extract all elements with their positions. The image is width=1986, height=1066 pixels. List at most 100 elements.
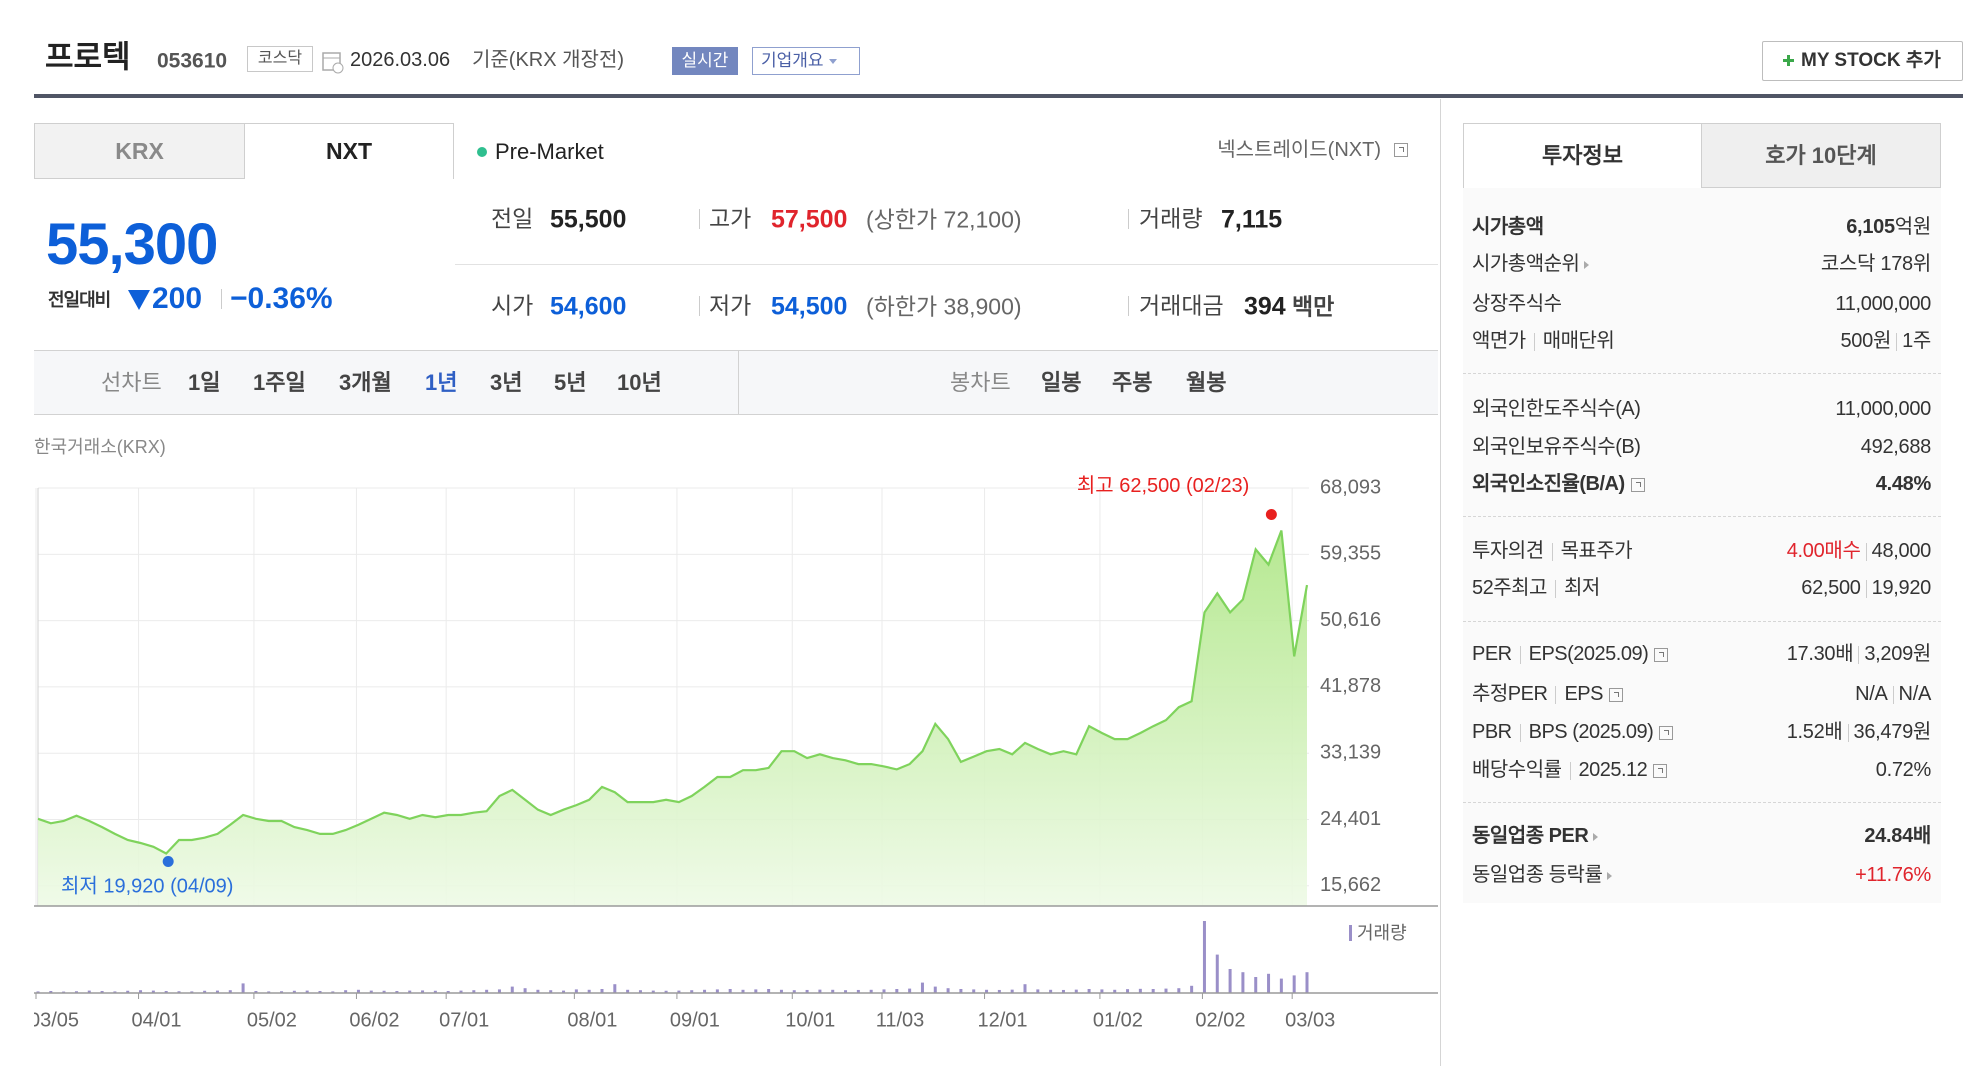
summary-value: 55,500: [550, 205, 627, 234]
period-tab[interactable]: 1일: [188, 370, 221, 395]
label-part: 외국인보유주식수(B): [1472, 436, 1641, 458]
help-icon[interactable]: [1608, 687, 1623, 702]
legend-swatch: [1349, 925, 1352, 941]
separator: [1533, 332, 1535, 351]
invest-panel: [1463, 187, 1941, 903]
volume-bar: [215, 990, 219, 993]
exchange-label: 한국거래소(KRX): [34, 437, 166, 457]
orderbook-tab[interactable]: 호가 10단계: [1701, 123, 1941, 188]
x-tick-label: 10/01: [785, 1009, 835, 1031]
krx-tab[interactable]: KRX: [34, 123, 245, 179]
y-tick-label: 15,662: [1320, 874, 1381, 896]
volume-bar: [728, 989, 732, 993]
invest-tab[interactable]: 투자정보: [1463, 123, 1702, 188]
summary-label: 거래량: [1139, 205, 1203, 232]
help-icon[interactable]: [1394, 143, 1408, 157]
value-part: 500원: [1840, 330, 1892, 352]
row-divider: [1463, 621, 1941, 622]
market-tag: 코스닥: [247, 46, 313, 72]
period-tab[interactable]: 5년: [554, 370, 587, 395]
row-value: 코스닥 178위: [1821, 254, 1931, 274]
label-part: 추정PER: [1472, 683, 1548, 705]
volume-bar: [151, 990, 155, 993]
label-part: 투자의견: [1472, 540, 1544, 562]
volume-bar: [459, 990, 463, 993]
separator: [1128, 209, 1129, 229]
period-tab[interactable]: 3년: [490, 370, 523, 395]
volume-bar: [1305, 972, 1309, 993]
max-dot: [1265, 508, 1277, 520]
label-part: 시가총액순위: [1472, 253, 1580, 275]
company-info-button[interactable]: 기업개요: [752, 47, 860, 75]
volume-bar: [1036, 989, 1040, 993]
separator: [1554, 579, 1556, 598]
help-icon[interactable]: [1653, 763, 1668, 778]
x-tick-label: 07/01: [439, 1009, 489, 1031]
row-label: 외국인보유주식수(B): [1472, 436, 1641, 458]
stock-code: 053610: [157, 49, 228, 73]
arrow-icon[interactable]: [1593, 832, 1599, 841]
nxt-link[interactable]: 넥스트레이드(NXT): [1217, 139, 1381, 161]
help-icon[interactable]: [1659, 725, 1674, 740]
value-part: 36,479원: [1853, 721, 1932, 743]
label-part: 외국인한도주식수(A): [1472, 398, 1641, 420]
toolbar-label: 봉차트: [950, 370, 1011, 395]
x-tick-label: 01/02: [1093, 1009, 1143, 1031]
value-part: N/A: [1855, 683, 1888, 705]
row-divider: [1463, 516, 1941, 517]
separator: [221, 289, 222, 309]
current-price: 55,300: [46, 212, 218, 277]
volume-bar: [1151, 989, 1155, 993]
value-part: +11.76%: [1855, 864, 1931, 886]
toolbar-divider: [738, 350, 739, 415]
volume-bar: [267, 991, 271, 993]
volume-bar: [1010, 989, 1014, 993]
volume-bar: [139, 990, 143, 993]
volume-bar: [1190, 985, 1194, 993]
chart-toolbar: [34, 350, 1438, 415]
volume-bar: [241, 983, 245, 993]
help-icon[interactable]: [1654, 647, 1669, 662]
summary-value: 7,115: [1221, 205, 1283, 234]
candle-tab[interactable]: 일봉: [1041, 370, 1082, 395]
volume-bar: [126, 990, 130, 993]
volume-bar: [1292, 975, 1296, 993]
period-tab[interactable]: 1주일: [253, 370, 306, 395]
volume-bar: [856, 989, 860, 993]
row-value: 62,500 19,920: [1801, 578, 1931, 598]
volume-bar: [587, 989, 591, 993]
help-icon[interactable]: [1630, 477, 1645, 492]
volume-bar: [485, 989, 489, 993]
volume-bar: [613, 984, 617, 993]
arrow-icon[interactable]: [1607, 871, 1613, 880]
y-tick-label: 59,355: [1320, 543, 1381, 565]
volume-bar: [1241, 972, 1245, 993]
volume-bar: [395, 991, 399, 993]
volume-bar: [190, 991, 194, 993]
value-part: 492,688: [1860, 436, 1932, 458]
value-part: 62,500: [1801, 577, 1861, 599]
summary-value: 54,600: [550, 292, 627, 321]
separator: [1865, 579, 1867, 598]
realtime-button[interactable]: 실시간: [672, 47, 738, 75]
plus-icon: [1783, 55, 1794, 67]
x-tick-label: 03/03: [1285, 1009, 1335, 1031]
my-stock-button[interactable]: MY STOCK 추가: [1762, 41, 1963, 81]
volume-bar: [497, 989, 501, 993]
period-tab[interactable]: 3개월: [339, 370, 392, 395]
period-tab[interactable]: 10년: [617, 370, 662, 395]
volume-bar: [536, 989, 540, 993]
volume-bar: [946, 988, 950, 993]
session: Pre-Market: [495, 139, 604, 164]
value-part: 1.52배: [1786, 721, 1843, 743]
price-line: [37, 530, 1309, 855]
candle-tab[interactable]: 월봉: [1186, 370, 1227, 395]
period-tab[interactable]: 1년: [425, 370, 458, 395]
arrow-icon[interactable]: [1584, 260, 1590, 269]
volume-bar: [523, 988, 527, 993]
session-dot: [477, 147, 487, 157]
volume-bar: [985, 989, 989, 993]
candle-tab[interactable]: 주봉: [1112, 370, 1153, 395]
nxt-tab[interactable]: NXT: [244, 123, 454, 179]
